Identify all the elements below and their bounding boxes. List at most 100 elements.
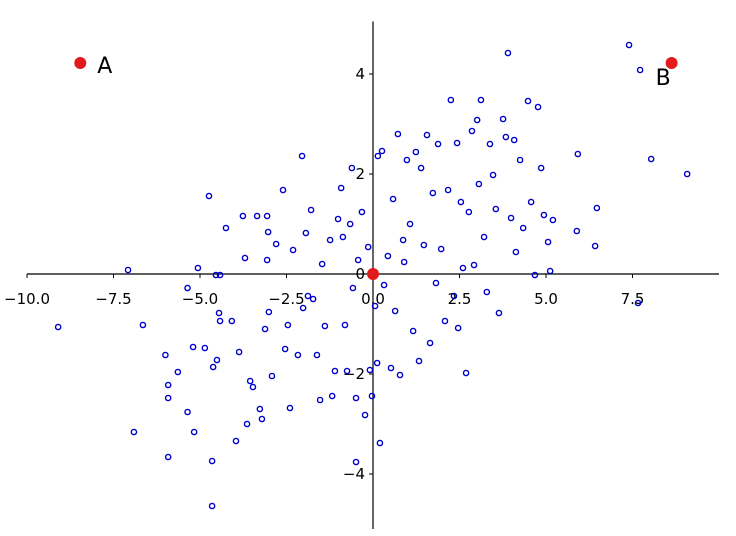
point xyxy=(574,150,582,158)
point xyxy=(201,344,209,352)
point xyxy=(371,302,379,310)
point xyxy=(334,215,342,223)
point xyxy=(444,186,452,194)
point xyxy=(573,227,581,235)
point xyxy=(354,256,362,264)
point xyxy=(249,383,257,391)
point xyxy=(495,309,503,317)
point xyxy=(447,96,455,104)
point xyxy=(294,351,302,359)
point xyxy=(174,368,182,376)
y-tick-label: 4 xyxy=(355,65,365,83)
point xyxy=(373,359,381,367)
point xyxy=(309,295,317,303)
point xyxy=(272,240,280,248)
point xyxy=(289,246,297,254)
point xyxy=(512,248,520,256)
point xyxy=(394,130,402,138)
point xyxy=(279,186,287,194)
point xyxy=(527,198,535,206)
point xyxy=(477,96,485,104)
point xyxy=(434,140,442,148)
x-tick-label: −2.5 xyxy=(268,290,304,308)
point xyxy=(216,317,224,325)
point xyxy=(164,453,172,461)
highlight-point xyxy=(665,57,678,69)
point xyxy=(549,216,557,224)
point xyxy=(215,309,223,317)
point xyxy=(321,322,329,330)
point xyxy=(264,228,272,236)
point xyxy=(235,348,243,356)
point xyxy=(417,164,425,172)
point xyxy=(593,204,601,212)
point xyxy=(591,242,599,250)
point xyxy=(263,212,271,220)
point xyxy=(139,321,147,329)
x-tick-label: 2.5 xyxy=(448,290,472,308)
point xyxy=(507,214,515,222)
point xyxy=(480,233,488,241)
point xyxy=(459,264,467,272)
point xyxy=(281,345,289,353)
point xyxy=(473,116,481,124)
point xyxy=(683,170,691,178)
point xyxy=(184,408,191,416)
point xyxy=(389,195,397,203)
point xyxy=(331,367,339,375)
point xyxy=(429,189,437,197)
point xyxy=(253,212,261,220)
point xyxy=(286,404,294,412)
point xyxy=(468,127,476,135)
point xyxy=(380,281,388,289)
x-tick-label: −5.0 xyxy=(182,290,218,308)
point xyxy=(205,192,213,200)
point-label: B xyxy=(656,66,671,91)
point xyxy=(400,258,408,266)
point xyxy=(164,394,172,402)
point xyxy=(313,351,321,359)
point xyxy=(384,252,392,260)
point xyxy=(368,392,376,400)
point xyxy=(465,208,473,216)
point xyxy=(326,236,334,244)
point xyxy=(483,288,491,296)
point xyxy=(243,420,251,428)
point xyxy=(366,366,374,374)
point xyxy=(441,317,449,325)
point xyxy=(241,254,249,262)
point xyxy=(190,428,198,436)
point xyxy=(298,152,306,160)
point xyxy=(409,327,417,335)
point xyxy=(502,133,510,141)
point xyxy=(228,317,236,325)
point xyxy=(537,164,545,172)
point xyxy=(337,184,345,192)
point xyxy=(348,164,356,172)
point xyxy=(462,369,470,377)
point xyxy=(216,271,224,279)
point xyxy=(349,284,357,292)
point xyxy=(489,171,497,179)
point xyxy=(376,439,384,447)
point xyxy=(328,392,336,400)
point xyxy=(239,212,247,220)
point xyxy=(406,220,414,228)
point xyxy=(396,371,404,379)
point xyxy=(420,241,428,249)
point xyxy=(268,372,276,380)
point xyxy=(256,405,264,413)
point xyxy=(486,140,494,148)
point xyxy=(54,323,62,331)
point xyxy=(246,377,254,385)
point xyxy=(544,238,552,246)
point xyxy=(124,266,132,274)
point xyxy=(364,243,372,251)
point xyxy=(403,156,411,164)
point xyxy=(263,256,271,264)
point xyxy=(164,381,172,389)
point xyxy=(208,502,216,510)
point xyxy=(265,308,273,316)
point xyxy=(130,428,138,436)
point xyxy=(212,271,220,279)
